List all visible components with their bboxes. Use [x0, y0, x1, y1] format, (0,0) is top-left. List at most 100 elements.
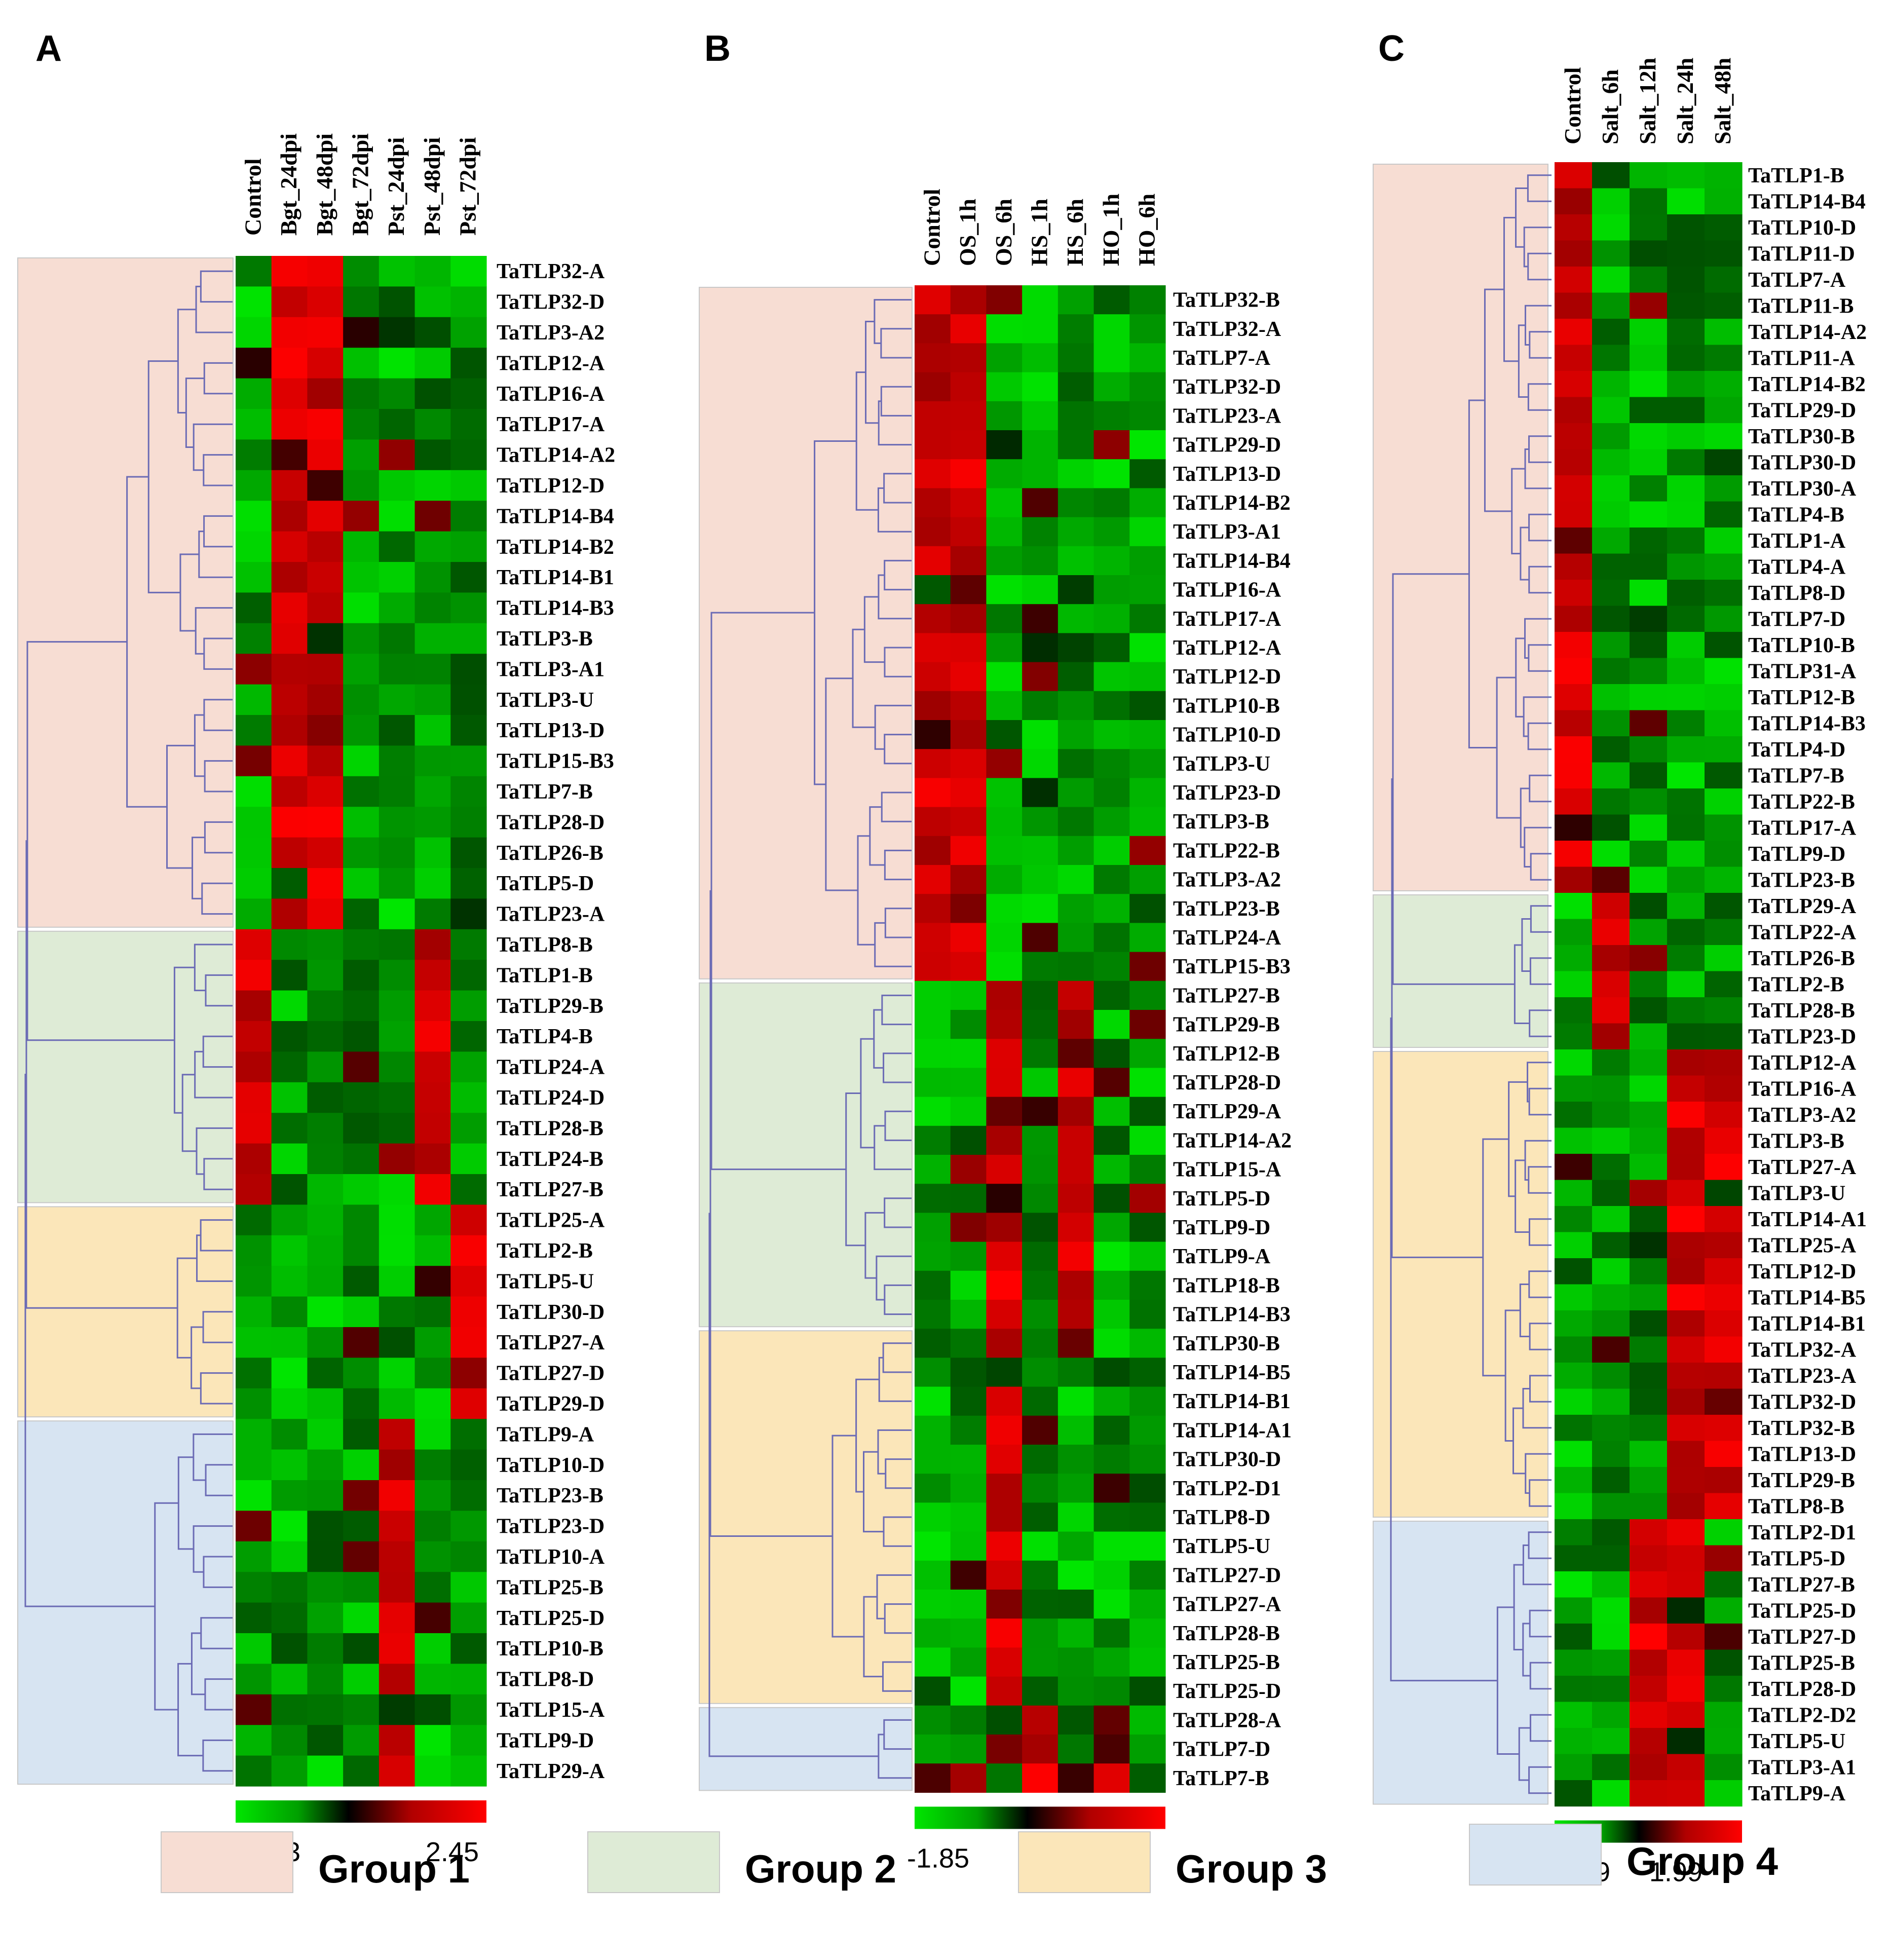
panel-b-cell [950, 865, 987, 894]
panel-a-cell [271, 1296, 308, 1328]
panel-b-cell [986, 1531, 1023, 1561]
panel-a-row-label: TaTLP4-B [497, 1025, 593, 1048]
panel-c-cell [1630, 1154, 1668, 1181]
panel-a-cell [450, 1511, 487, 1542]
panel-a-cell [343, 776, 380, 807]
panel-b-row-label: TaTLP5-D [1173, 1187, 1270, 1211]
panel-c-cell [1667, 1206, 1705, 1233]
panel-b-cell [986, 1474, 1023, 1503]
panel-c-cell [1555, 1493, 1593, 1520]
panel-b-cell [1057, 1676, 1094, 1706]
panel-b-cell [1057, 807, 1094, 837]
panel-a-row-label: TaTLP28-B [497, 1117, 603, 1140]
panel-b-cell [1022, 1590, 1058, 1619]
panel-a-row-label: TaTLP12-A [497, 352, 605, 375]
panel-b-row-label: TaTLP3-U [1173, 752, 1270, 776]
panel-b-cell [1093, 720, 1130, 749]
panel-b-row-label: TaTLP27-B [1173, 984, 1280, 1007]
panel-a-cell [414, 1388, 451, 1419]
panel-a-row-label: TaTLP7-B [497, 780, 593, 804]
panel-a-cell [414, 1174, 451, 1205]
panel-c-cell [1705, 501, 1743, 528]
panel-c-cell [1667, 475, 1705, 502]
panel-a-cell [236, 776, 272, 807]
panel-c-cell [1592, 762, 1630, 789]
panel-a-cell [307, 256, 344, 287]
panel-c-cell [1667, 1728, 1705, 1755]
panel-b-row-label: TaTLP22-B [1173, 839, 1280, 862]
panel-b-row-label: TaTLP23-D [1173, 781, 1281, 805]
panel-b-cell [1022, 1155, 1058, 1184]
panel-c-cell [1667, 997, 1705, 1024]
panel-c-cell [1555, 1702, 1593, 1728]
panel-a-cell [271, 715, 308, 746]
panel-a-cell [307, 1449, 344, 1481]
panel-c-letter: C [1378, 28, 1405, 69]
panel-c-cell [1555, 188, 1593, 215]
panel-a-cell [450, 837, 487, 869]
panel-a-cell [450, 807, 487, 838]
panel-b-cell [915, 1125, 951, 1155]
panel-a-cell [379, 439, 415, 471]
panel-b-cell [1057, 1474, 1094, 1503]
panel-a-col-label: Pst_24dpi [383, 137, 409, 236]
panel-b-cell [1057, 372, 1094, 402]
panel-b-cell [950, 1039, 987, 1068]
panel-a-cell [271, 531, 308, 562]
panel-b-cell [1129, 1647, 1166, 1677]
panel-b-cell [1057, 865, 1094, 894]
panel-a-cell [414, 1235, 451, 1266]
panel-b-cell [915, 1184, 951, 1213]
panel-c-cell [1630, 1415, 1668, 1442]
panel-a-cell [343, 1541, 380, 1572]
panel-c-cell [1667, 162, 1705, 189]
panel-b-cell [1022, 981, 1058, 1010]
panel-a-cell [271, 1358, 308, 1389]
panel-b-cell [1093, 1705, 1130, 1735]
panel-c-cell [1592, 319, 1630, 346]
panel-c-cell [1592, 658, 1630, 685]
panel-c-cell [1705, 762, 1743, 789]
panel-b-cell [915, 691, 951, 721]
panel-a-cell [450, 1021, 487, 1052]
panel-c-cell [1667, 423, 1705, 450]
panel-c-cell [1630, 214, 1668, 241]
panel-c-cell [1667, 762, 1705, 789]
panel-b-cell [915, 952, 951, 982]
panel-b-cell [915, 1705, 951, 1735]
panel-a-dendrogram [24, 270, 233, 1772]
panel-b-cell [986, 314, 1023, 344]
panel-c-cell [1667, 1649, 1705, 1676]
panel-c-row-label: TaTLP25-A [1748, 1234, 1857, 1257]
panel-c-cell [1667, 1284, 1705, 1311]
panel-c-cell [1705, 449, 1743, 476]
panel-c-cell [1592, 449, 1630, 476]
panel-b-cell [950, 1618, 987, 1648]
panel-b-cell [915, 1097, 951, 1126]
panel-c-cell [1630, 1597, 1668, 1624]
panel-a-cell [450, 562, 487, 593]
panel-a-cell [236, 562, 272, 593]
panel-a-cell [379, 256, 415, 287]
panel-c-cell [1630, 1336, 1668, 1363]
panel-b-cell [1093, 546, 1130, 576]
panel-b-cell [950, 430, 987, 460]
panel-a-row-label: TaTLP8-D [497, 1668, 594, 1691]
panel-a-cell [271, 286, 308, 318]
panel-c-cell [1592, 580, 1630, 607]
panel-a-cell [379, 1725, 415, 1756]
panel-a-cell [379, 807, 415, 838]
panel-b-cell [950, 1270, 987, 1300]
panel-c-cell [1705, 736, 1743, 763]
panel-a-cell [450, 1174, 487, 1205]
panel-a-cell [307, 286, 344, 318]
panel-b-cell [986, 778, 1023, 808]
panel-a-cell [271, 868, 308, 899]
panel-c-row-label: TaTLP28-B [1748, 999, 1855, 1023]
panel-b-letter: B [704, 28, 731, 69]
panel-c-row-label: TaTLP4-A [1748, 555, 1846, 579]
panel-b-cell [1093, 1590, 1130, 1619]
panel-b-cell [915, 1618, 951, 1648]
panel-a-cell [236, 1725, 272, 1756]
panel-b-cell [1022, 894, 1058, 923]
